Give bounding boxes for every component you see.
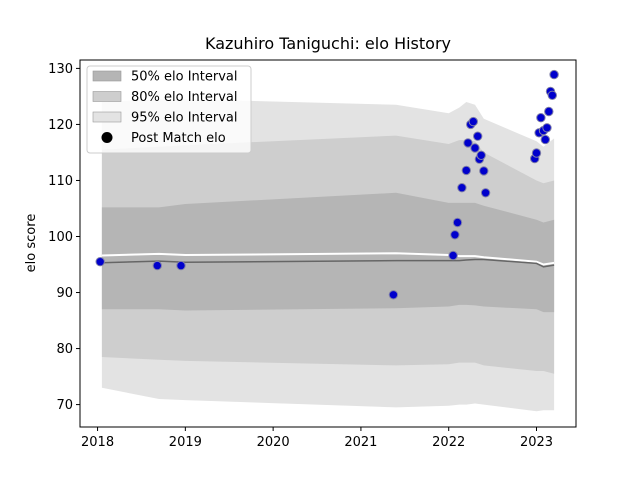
data-point xyxy=(547,90,557,101)
x-tick-label: 2020 xyxy=(257,435,290,450)
data-point xyxy=(476,150,486,161)
x-tick-label: 2022 xyxy=(432,435,465,450)
median-line xyxy=(101,252,555,266)
axes: 2018 2019 2020 2021 2022 2023 70 80 90 100 110 120 1… xyxy=(48,59,577,450)
x-tick-label: 2021 xyxy=(344,435,377,450)
data-point xyxy=(480,188,491,198)
legend-label: 80% elo Interval xyxy=(131,90,238,105)
data-point xyxy=(448,250,458,261)
data-point xyxy=(152,260,163,271)
data-point xyxy=(470,143,480,153)
data-point xyxy=(542,123,552,133)
data-point xyxy=(479,166,489,176)
x-tick-label: 2023 xyxy=(520,435,553,450)
data-point xyxy=(452,217,463,228)
y-tick-label: 80 xyxy=(56,342,73,357)
x-tick-label: 2019 xyxy=(169,435,202,450)
y-tick-label: 110 xyxy=(48,174,73,189)
data-point xyxy=(457,183,467,193)
y-tick-label: 90 xyxy=(56,286,73,301)
y-tick-label: 120 xyxy=(48,118,73,133)
legend-label: 50% elo Interval xyxy=(131,70,238,85)
data-point xyxy=(473,131,483,141)
legend-band-swatch xyxy=(92,111,122,123)
legend-label: Post Match elo xyxy=(131,131,226,146)
legend-band-swatch xyxy=(92,91,122,102)
data-point xyxy=(388,290,399,300)
data-point xyxy=(531,148,542,158)
data-point xyxy=(463,138,473,148)
data-point xyxy=(540,134,550,145)
y-tick-label: 130 xyxy=(48,62,73,77)
chart-title: Kazuhiro Taniguchi: elo History xyxy=(205,34,451,53)
plot-area xyxy=(95,69,559,412)
x-tick-label: 2018 xyxy=(81,435,114,450)
band-50-interval xyxy=(101,192,555,313)
data-point xyxy=(544,106,554,117)
data-point xyxy=(461,165,471,176)
legend: 50% elo Interval 80% elo Interval 95% elo … xyxy=(86,65,252,154)
data-point xyxy=(95,257,105,267)
y-tick-label: 100 xyxy=(48,230,73,245)
axes-frame xyxy=(79,59,577,428)
legend-label: 95% elo Interval xyxy=(131,111,238,126)
legend-band-swatch xyxy=(92,70,122,82)
data-point xyxy=(549,69,559,80)
y-tick-label: 70 xyxy=(56,398,73,413)
data-point xyxy=(176,260,186,271)
data-point xyxy=(468,116,478,127)
legend-marker-swatch xyxy=(101,132,113,143)
legend-box xyxy=(86,65,252,154)
data-point xyxy=(536,113,546,123)
data-point xyxy=(450,230,460,240)
y-axis-title: elo score xyxy=(24,214,39,273)
